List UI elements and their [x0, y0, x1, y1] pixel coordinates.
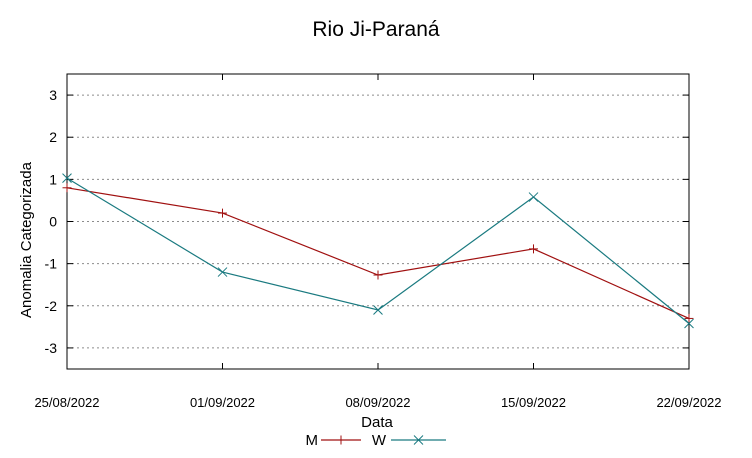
data-point-w	[684, 318, 694, 329]
data-point-m	[218, 208, 227, 218]
marker-stroke	[528, 192, 539, 202]
marker-stroke	[684, 318, 694, 329]
data-point-w	[373, 305, 383, 315]
series-group	[62, 173, 694, 329]
legend-marker-m	[336, 435, 346, 445]
x-tick-label: 15/09/2022	[501, 395, 566, 410]
series-line-w	[66, 177, 690, 324]
y-axis-label: Anomalia Categorizada	[18, 161, 35, 318]
data-point-m	[684, 313, 694, 323]
y-tick-label: -2	[45, 298, 58, 314]
data-point-m	[62, 183, 72, 193]
x-tick-label: 01/09/2022	[190, 395, 255, 410]
y-tick-label: -1	[45, 256, 58, 272]
y-tick-label: 2	[49, 129, 57, 145]
legend-marker-w	[413, 435, 424, 445]
marker-stroke	[217, 267, 228, 277]
y-tick-label: 1	[49, 171, 57, 187]
data-point-w	[528, 192, 539, 202]
x-axis-label: Data	[361, 414, 393, 431]
axis-ticks: -3 -2 -1 0 1 2 3 25/08/2022 01/09/2022 08/09/2022…	[34, 74, 722, 410]
y-tick-label: -3	[45, 340, 58, 356]
data-point-w	[62, 173, 72, 183]
y-tick-label: 3	[49, 87, 57, 103]
chart-title: Rio Ji-Paraná	[312, 18, 440, 41]
x-tick-label: 22/09/2022	[656, 395, 721, 410]
x-tick-label: 08/09/2022	[345, 395, 410, 410]
legend-label-w: W	[372, 432, 387, 449]
marker-stroke	[413, 435, 424, 445]
grid-lines	[67, 94, 689, 349]
legend-label-m: M	[306, 432, 319, 449]
x-tick-label: 25/08/2022	[34, 395, 99, 410]
marker-stroke	[373, 305, 383, 315]
data-point-m	[529, 244, 538, 254]
data-point-m	[373, 270, 383, 280]
data-point-w	[217, 267, 228, 277]
y-tick-label: 0	[49, 214, 57, 230]
marker-stroke	[62, 173, 72, 183]
series-line-m	[66, 187, 690, 319]
